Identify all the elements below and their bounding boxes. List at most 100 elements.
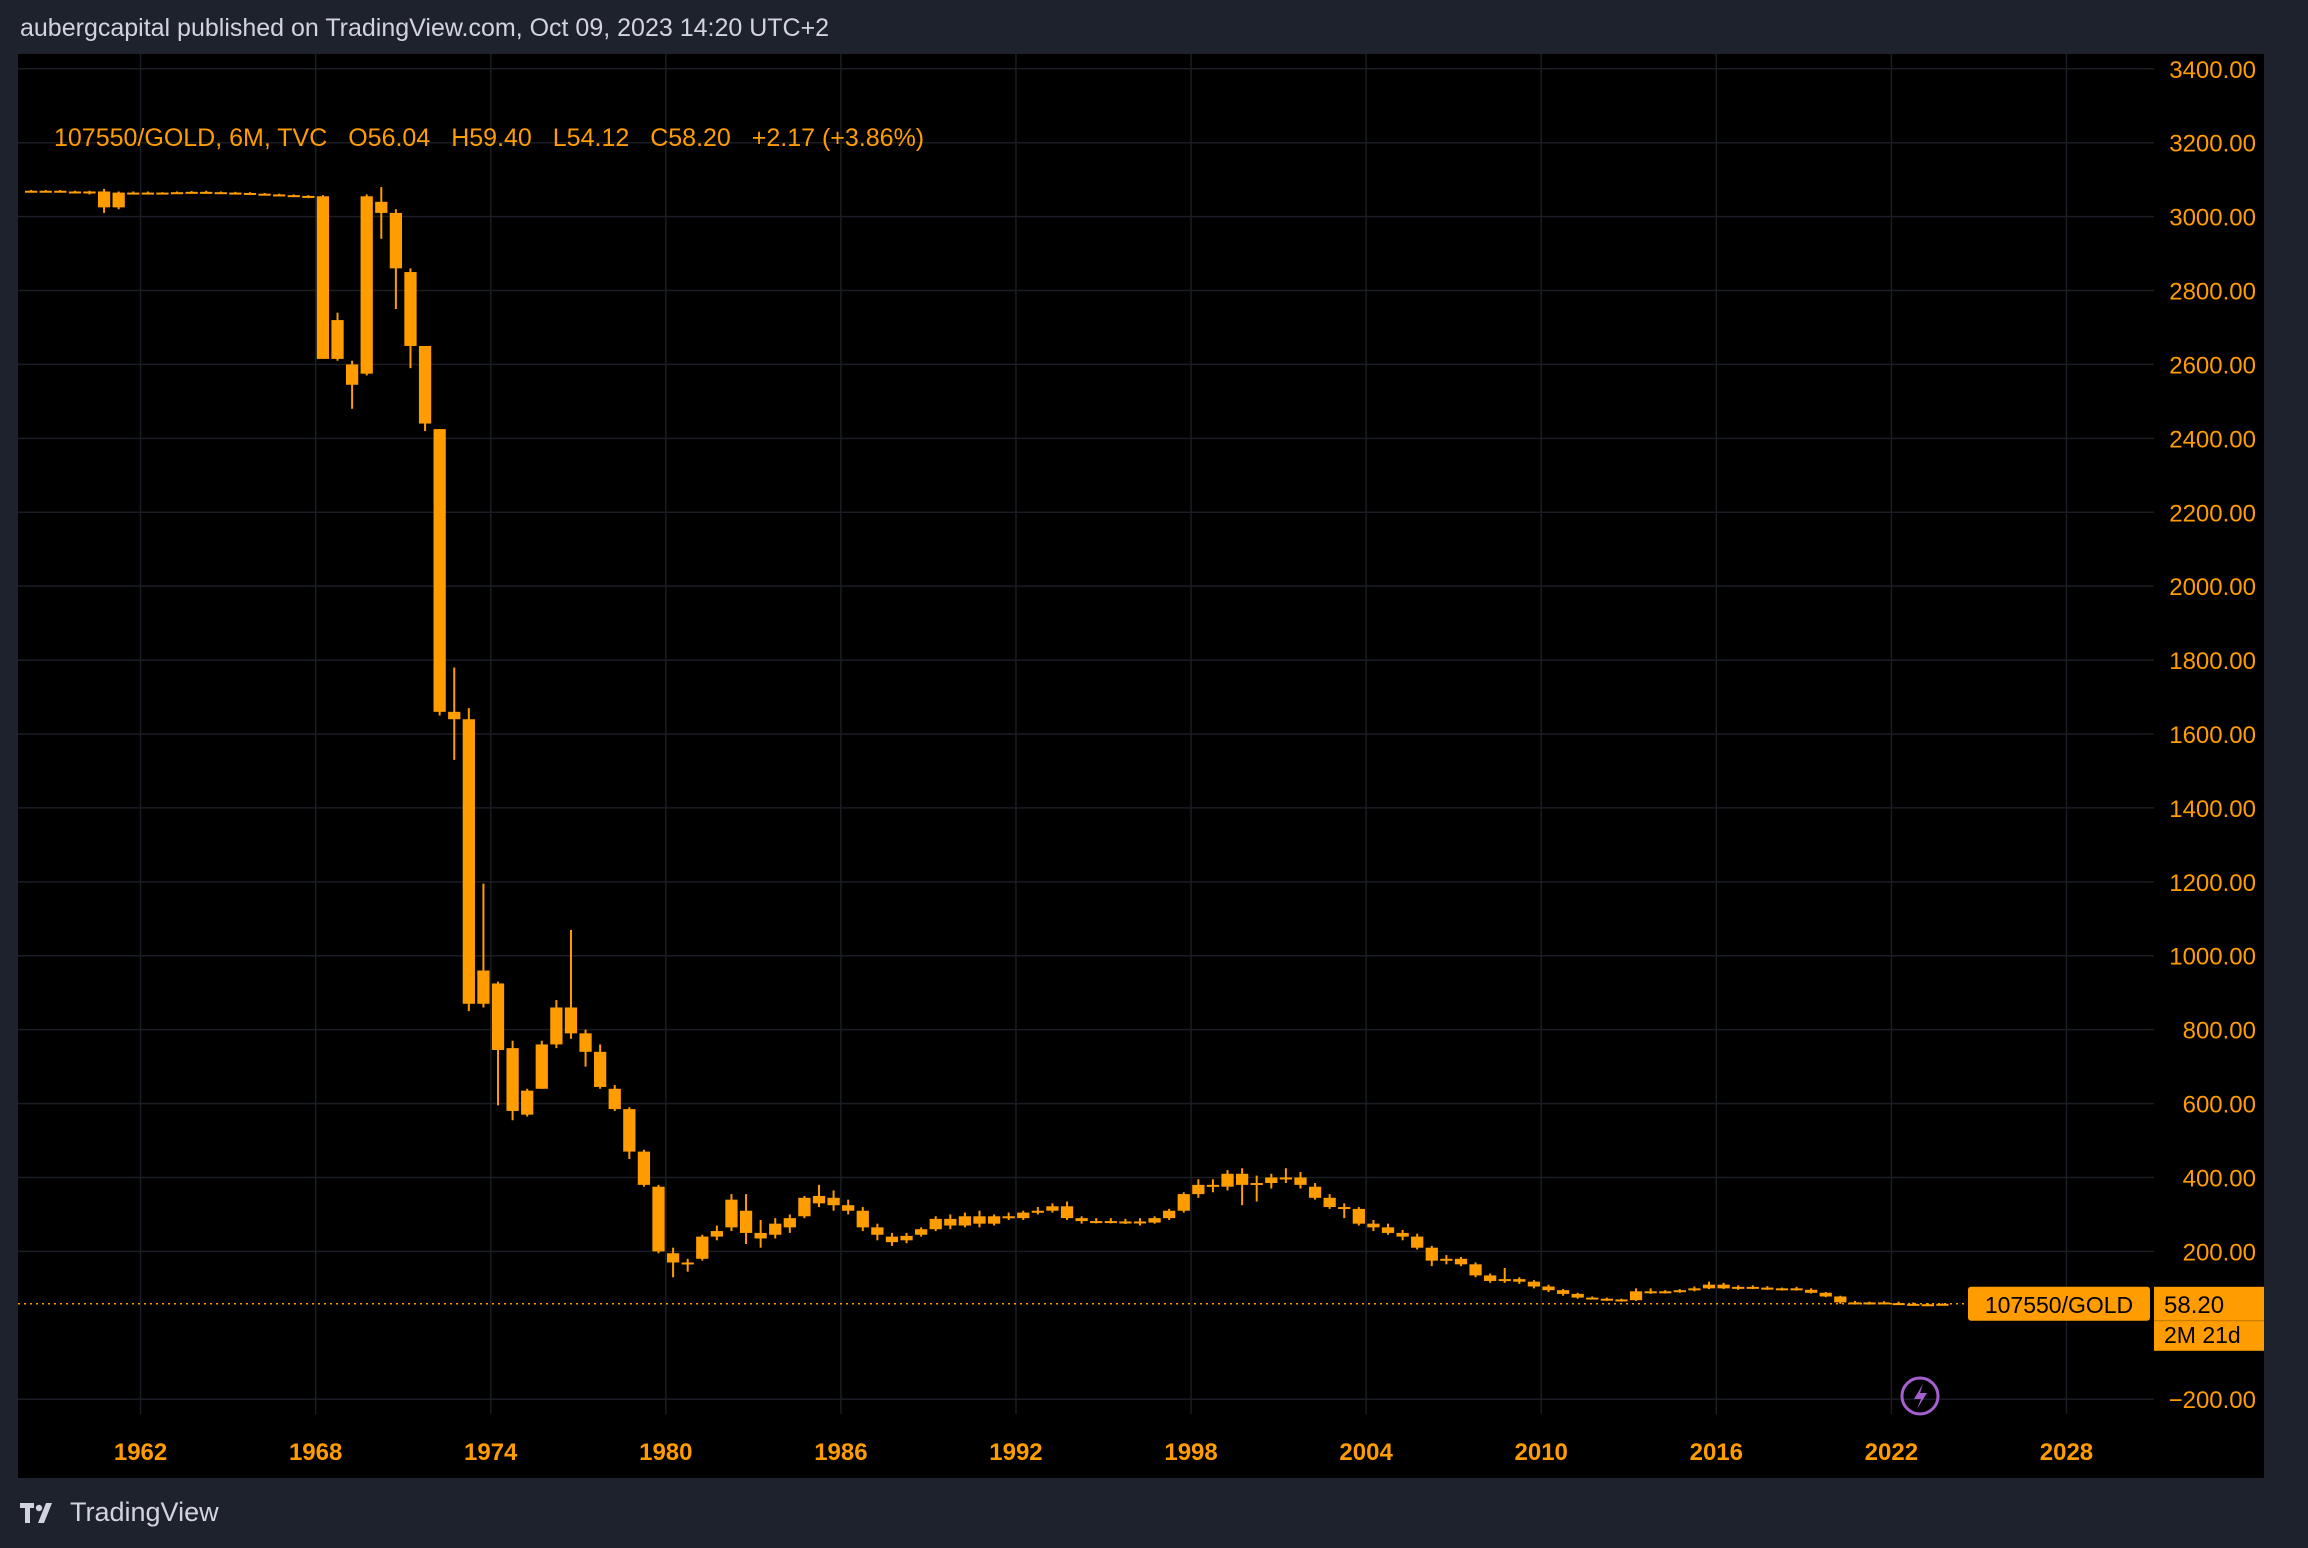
legend-open: O56.04 [348,124,431,152]
y-tick-label: 1800.00 [2169,648,2256,675]
candle-body [564,1007,578,1034]
candle [1732,1285,1745,1290]
candle-body [550,1007,563,1045]
candle [273,193,286,197]
candle [1440,1255,1453,1265]
candle [1031,1207,1044,1215]
candle-body [1513,1279,1526,1282]
candle [900,1232,913,1244]
x-tick-label: 1962 [114,1439,167,1466]
candle [973,1210,986,1228]
y-tick-label: 1200.00 [2169,870,2256,897]
candle [185,191,198,194]
candle-body [1586,1297,1599,1300]
candle-body [812,1195,826,1204]
legend-change: +2.17 (+3.86%) [751,124,925,152]
candle [594,1044,607,1089]
y-tick-label: 2600.00 [2169,352,2256,379]
candle-body [973,1216,986,1224]
candle [1133,1218,1147,1226]
chart-area[interactable]: 107550/GOLD 3400.00 3200.00 3000.00 2800.00… [18,54,2264,1478]
candle [1352,1207,1365,1226]
tradingview-logo-icon [20,1502,52,1523]
candle-body [1046,1206,1059,1211]
candle-body [958,1216,972,1226]
candle [477,883,490,1008]
y-tick-label: 1600.00 [2169,722,2256,749]
x-tick-label: 2004 [1339,1439,1393,1466]
candle-body [666,1253,680,1263]
candle-body [506,1048,519,1111]
candle [1119,1218,1132,1225]
candle [1454,1256,1468,1267]
candle [1746,1285,1759,1290]
candle-body [1936,1303,1949,1306]
candle [1367,1219,1380,1232]
candle-body [1279,1177,1293,1180]
candle-body [54,190,67,193]
candle-body [1104,1221,1117,1224]
candle [229,191,242,195]
candle [1148,1216,1161,1224]
axes-layer: 3400.00 3200.00 3000.00 2800.00 2600.00 2400.… [114,57,2264,1466]
candle [521,1088,534,1117]
x-tick-label: 1974 [464,1439,518,1466]
candle [462,708,475,1012]
candle [637,1149,651,1187]
candle [987,1214,1001,1226]
candle [1323,1194,1336,1209]
candle-body [389,212,403,269]
candlestick-chart[interactable]: 107550/GOLD 3400.00 3200.00 3000.00 2800.00… [18,54,2264,1478]
candle-body [1746,1286,1759,1289]
candle-body [623,1109,636,1152]
candle [1075,1216,1088,1224]
candle [389,209,403,309]
candle-body [1294,1177,1307,1185]
current-price-badge: 58.20 2M 21d [2154,1286,2264,1351]
candle-body [1338,1207,1351,1210]
candle-body [345,364,359,385]
candle-body [1659,1291,1672,1294]
candle-body [871,1227,884,1235]
candle-body [608,1088,621,1110]
candle-body [25,190,38,193]
candle [1235,1168,1249,1206]
candle [1163,1208,1176,1220]
candle-body [769,1223,782,1235]
candle [550,1000,563,1049]
candle-body [185,191,198,194]
candle-body [1235,1173,1249,1185]
candle [1805,1288,1818,1294]
candle [1192,1179,1205,1198]
candle [1411,1233,1424,1250]
candle [1673,1289,1686,1293]
x-tick-label: 1980 [639,1439,692,1466]
candle-body [1060,1206,1074,1219]
candle [331,312,344,361]
candle-body [1396,1232,1409,1237]
x-tick-label: 1986 [814,1439,867,1466]
candle-body [1702,1284,1716,1289]
candle-body [1819,1292,1832,1297]
candle-body [1090,1221,1103,1224]
candle [68,190,82,194]
candle-body [900,1235,913,1241]
candle [1542,1284,1555,1293]
candle [710,1225,723,1241]
candle [1513,1277,1526,1284]
candle [39,190,52,193]
candle [243,192,257,195]
candle [696,1234,709,1261]
candle [1338,1203,1351,1219]
candle [871,1223,884,1241]
lightning-icon[interactable] [1900,1376,1940,1416]
candle [1265,1173,1278,1189]
candle-body [1863,1302,1876,1305]
candle [287,194,300,198]
candle [564,929,578,1039]
tradingview-brand[interactable]: TradingView [20,1497,219,1528]
candle-body [637,1151,651,1185]
candle [915,1227,928,1237]
candle-body [1673,1290,1686,1293]
candle-body [462,719,475,1004]
